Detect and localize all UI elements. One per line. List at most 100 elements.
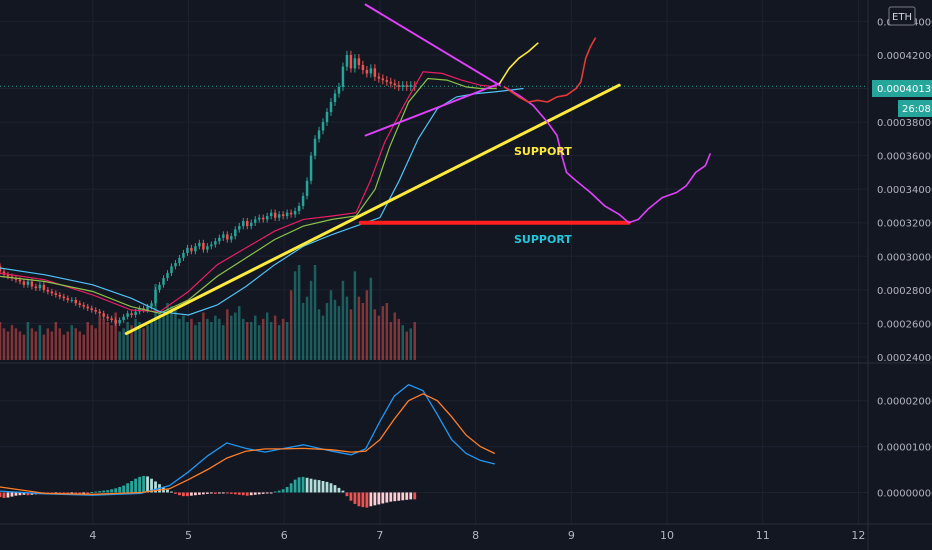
candle-body <box>305 180 309 196</box>
volume-bar <box>58 328 62 360</box>
volume-bar <box>2 328 6 360</box>
volume-bar <box>393 312 397 360</box>
volume-bar <box>174 309 177 360</box>
time-axis-tick-label: 11 <box>756 529 770 542</box>
candles[interactable] <box>0 50 416 327</box>
candle-body <box>42 284 46 290</box>
candle-body <box>110 318 113 321</box>
candle-body <box>170 266 173 274</box>
candle-body <box>409 85 412 87</box>
volume-bar <box>90 325 93 360</box>
macd-histogram-bar <box>277 490 281 493</box>
macd-histogram-bar <box>26 492 30 496</box>
time-axis-tick-label: 9 <box>568 529 575 542</box>
candle-body <box>397 85 401 87</box>
macd-histogram-bar <box>389 492 393 502</box>
macd-histogram-bar <box>281 489 285 493</box>
macd-histogram-bar <box>345 492 349 497</box>
macd-histogram-bar <box>10 492 14 497</box>
macd-histogram-bar <box>102 490 106 493</box>
volume-bar <box>26 322 30 360</box>
candle-body <box>281 214 285 217</box>
macd-histogram-bar <box>78 492 82 494</box>
volume-bar <box>186 322 189 360</box>
volume-bar <box>182 315 185 360</box>
volume-bar <box>114 312 117 360</box>
trendline-support <box>124 83 621 335</box>
volume-bar <box>50 331 54 360</box>
volume-bar <box>385 303 389 360</box>
volume-bar <box>142 328 145 360</box>
macd-histogram-bar <box>257 492 261 495</box>
candle-body <box>325 112 329 123</box>
macd-histogram-bar <box>285 486 289 493</box>
volume-bar <box>178 318 181 360</box>
candle-body <box>369 68 373 74</box>
candle-body <box>14 278 18 280</box>
candle-body <box>317 130 321 139</box>
candle-body <box>293 211 297 215</box>
price-axis-tick-label: 0.00036000 <box>877 152 932 163</box>
macd-histogram-bar <box>6 492 10 498</box>
volume-bar <box>313 265 317 360</box>
candle-body <box>202 242 205 250</box>
macd-histogram-bar <box>329 483 333 493</box>
volume-bar <box>401 325 405 360</box>
candle-body <box>38 284 42 289</box>
macd-histogram-bar <box>209 492 213 494</box>
drawings[interactable] <box>124 3 711 335</box>
macd-histogram-bar <box>341 490 345 493</box>
volume-bar <box>106 322 109 360</box>
macd-axis-tick-label: 0.00000000 <box>877 488 932 499</box>
volume-bar <box>253 315 257 360</box>
volume-bar <box>138 322 141 360</box>
candle-body <box>333 93 337 102</box>
volume-bar <box>357 296 361 360</box>
macd-histogram-bar <box>225 492 229 494</box>
macd-histogram-bar <box>142 475 145 493</box>
moving-averages <box>0 71 524 316</box>
macd-histogram-bar <box>325 481 329 493</box>
macd-histogram-bar <box>401 492 405 501</box>
volume-bar <box>305 296 309 360</box>
macd-histogram-bar <box>313 479 317 493</box>
volume-bar <box>42 334 46 360</box>
candle-body <box>174 263 177 267</box>
candle-body <box>381 78 385 81</box>
macd-histogram-bar <box>130 481 133 493</box>
volume-bar <box>289 290 293 360</box>
candle-body <box>90 308 93 310</box>
macd-histogram-bar <box>74 492 78 494</box>
macd-histogram-bar <box>182 492 185 497</box>
macd-line <box>0 383 495 496</box>
volume-bar <box>18 331 22 360</box>
candle-body <box>118 320 121 324</box>
candle-body <box>289 212 293 215</box>
candle-body <box>377 76 381 79</box>
candle-body <box>234 229 237 237</box>
candle-body <box>86 306 89 309</box>
volume-bar <box>170 306 173 360</box>
candle-body <box>329 101 333 113</box>
countdown-badge: 26:08 <box>898 100 932 117</box>
symbol-badge[interactable]: ETH <box>888 6 916 26</box>
volume-bar <box>146 325 149 360</box>
candle-body <box>226 234 229 240</box>
price-axis-tick-label: 0.00028000 <box>877 286 932 297</box>
macd-histogram-bar <box>317 480 321 493</box>
volume-bar <box>409 328 412 360</box>
triangle-lower-line <box>364 82 501 137</box>
volume-bar <box>265 312 269 360</box>
macd-histogram-bar <box>369 492 373 507</box>
candle-body <box>114 320 117 324</box>
candle-body <box>273 212 277 218</box>
candle-body <box>62 296 66 299</box>
projection-path-yellow <box>498 42 539 85</box>
candle-body <box>361 65 365 71</box>
volume-bar <box>297 265 301 360</box>
volume-bar <box>162 315 165 360</box>
volume-bar <box>333 299 337 360</box>
macd-histogram-bar <box>190 492 193 496</box>
